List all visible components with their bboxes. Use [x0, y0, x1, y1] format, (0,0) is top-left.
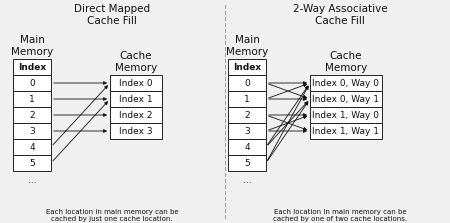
Bar — [228, 155, 266, 171]
Bar — [228, 107, 266, 123]
Text: 4: 4 — [29, 142, 35, 151]
Text: Cache
Memory: Cache Memory — [325, 51, 367, 73]
Text: Index 2: Index 2 — [119, 111, 153, 120]
Text: Cache
Memory: Cache Memory — [115, 51, 157, 73]
Text: 2-Way Associative
Cache Fill: 2-Way Associative Cache Fill — [292, 4, 387, 26]
Bar — [228, 123, 266, 139]
Bar — [13, 91, 51, 107]
Text: Index 1, Way 0: Index 1, Way 0 — [312, 111, 379, 120]
Text: 2: 2 — [244, 111, 250, 120]
Text: 5: 5 — [29, 159, 35, 167]
Text: 1: 1 — [29, 95, 35, 103]
Text: Each location in main memory can be
cached by just one cache location.: Each location in main memory can be cach… — [46, 209, 178, 222]
Text: ...: ... — [28, 176, 36, 185]
Text: 4: 4 — [244, 142, 250, 151]
Bar — [228, 139, 266, 155]
Text: Index 0: Index 0 — [119, 78, 153, 87]
Text: Index 1: Index 1 — [119, 95, 153, 103]
Text: Index 3: Index 3 — [119, 126, 153, 136]
Bar — [228, 75, 266, 91]
Bar — [310, 107, 382, 123]
Text: Index 0, Way 1: Index 0, Way 1 — [312, 95, 379, 103]
Text: Each location in main memory can be
cached by one of two cache locations.: Each location in main memory can be cach… — [273, 209, 407, 222]
Text: Main
Memory: Main Memory — [11, 35, 53, 57]
Bar — [228, 59, 266, 75]
Text: 3: 3 — [244, 126, 250, 136]
Text: 1: 1 — [244, 95, 250, 103]
Text: 2: 2 — [29, 111, 35, 120]
Text: 0: 0 — [244, 78, 250, 87]
Text: Index: Index — [233, 62, 261, 72]
Bar — [13, 107, 51, 123]
Text: Index 1, Way 1: Index 1, Way 1 — [312, 126, 379, 136]
Bar — [110, 91, 162, 107]
Bar — [13, 59, 51, 75]
Bar — [110, 107, 162, 123]
Text: 5: 5 — [244, 159, 250, 167]
Bar — [13, 123, 51, 139]
Bar — [13, 155, 51, 171]
Text: 3: 3 — [29, 126, 35, 136]
Bar — [228, 91, 266, 107]
Text: Direct Mapped
Cache Fill: Direct Mapped Cache Fill — [74, 4, 150, 26]
Text: Index 0, Way 0: Index 0, Way 0 — [312, 78, 379, 87]
Bar — [310, 75, 382, 91]
Bar — [13, 75, 51, 91]
Bar — [13, 139, 51, 155]
Bar — [110, 75, 162, 91]
Bar — [110, 123, 162, 139]
Text: Index: Index — [18, 62, 46, 72]
Text: ...: ... — [243, 176, 251, 185]
Text: 0: 0 — [29, 78, 35, 87]
Text: Main
Memory: Main Memory — [226, 35, 268, 57]
Bar — [310, 123, 382, 139]
Bar — [310, 91, 382, 107]
